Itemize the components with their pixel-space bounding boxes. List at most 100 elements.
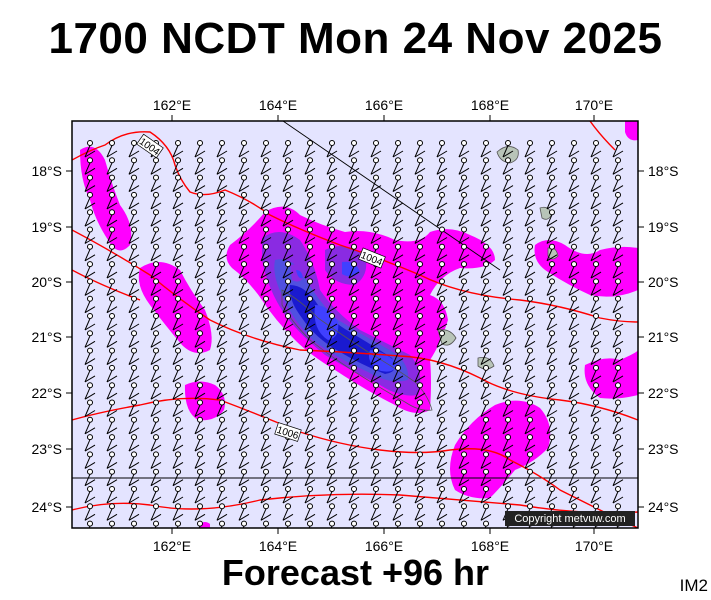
wind-barb-shaft bbox=[128, 422, 135, 434]
wind-barb-feather bbox=[172, 340, 184, 348]
wind-barb-shaft bbox=[590, 370, 597, 383]
wind-barb-shaft bbox=[260, 508, 267, 521]
wind-barb-feather bbox=[238, 410, 250, 417]
wind-barb-station bbox=[219, 330, 225, 337]
wind-barb-station bbox=[395, 226, 401, 233]
wind-barb-feather bbox=[392, 427, 404, 435]
wind-barb-shaft bbox=[326, 162, 333, 175]
wind-barb-shaft bbox=[370, 508, 377, 521]
wind-barb-station bbox=[505, 347, 511, 354]
wind-barb-feather bbox=[260, 323, 272, 331]
wind-barb-station bbox=[483, 382, 489, 389]
wind-barb-shaft bbox=[568, 439, 575, 452]
wind-barb-shaft bbox=[84, 197, 91, 210]
wind-barb-shaft bbox=[172, 439, 179, 452]
wind-barb-station bbox=[197, 191, 203, 198]
wind-barb-feather bbox=[304, 410, 316, 417]
wind-barb-shaft bbox=[480, 491, 487, 504]
wind-barb-station bbox=[153, 347, 159, 354]
wind-barb-feather bbox=[106, 513, 118, 521]
wind-barb-shaft bbox=[414, 422, 421, 434]
wind-barb-shaft bbox=[568, 370, 575, 383]
wind-barb-feather bbox=[349, 532, 359, 538]
wind-barb-station bbox=[197, 295, 203, 302]
wind-barb-station bbox=[87, 313, 93, 319]
wind-barb-shaft bbox=[216, 352, 223, 365]
wind-barb-feather bbox=[546, 375, 558, 383]
wind-barb-station bbox=[615, 313, 621, 319]
wind-barb-shaft bbox=[106, 387, 113, 400]
wind-barb-shaft bbox=[260, 387, 267, 400]
wind-barb-feather bbox=[392, 150, 404, 158]
wind-barb-shaft bbox=[458, 266, 465, 279]
wind-barb-feather bbox=[546, 271, 558, 279]
wind-barb-shaft bbox=[128, 214, 135, 227]
wind-barb-station bbox=[395, 243, 401, 250]
wind-barb-station bbox=[483, 434, 489, 441]
wind-barb-station bbox=[307, 468, 313, 475]
wind-barb-station bbox=[219, 243, 225, 250]
wind-barb-station bbox=[131, 434, 137, 441]
lon-label-bottom-166: 166°E bbox=[365, 538, 403, 554]
wind-barb-feather bbox=[392, 375, 404, 383]
wind-barb-station bbox=[329, 278, 335, 285]
wind-barb-station bbox=[571, 347, 577, 354]
wind-barb-shaft bbox=[128, 283, 135, 296]
wind-barb-shaft bbox=[326, 370, 333, 383]
wind-barb-station bbox=[351, 451, 357, 458]
wind-barb-station bbox=[219, 226, 225, 233]
wind-barb-feather bbox=[524, 427, 536, 435]
wind-barb-shaft bbox=[216, 439, 223, 452]
wind-barb-station bbox=[373, 364, 379, 371]
wind-barb-feather bbox=[194, 237, 206, 244]
wind-barb-feather bbox=[260, 427, 272, 435]
wind-barb-feather bbox=[326, 306, 338, 314]
wind-barb-feather bbox=[304, 150, 316, 158]
wind-barb-station bbox=[285, 503, 291, 510]
wind-barb-feather bbox=[480, 479, 492, 487]
wind-barb-feather bbox=[326, 479, 338, 487]
wind-barb-station bbox=[175, 191, 181, 198]
wind-barb-shaft bbox=[194, 508, 201, 521]
wind-barb-feather bbox=[458, 427, 470, 435]
wind-barb-feather bbox=[348, 410, 360, 417]
wind-barb-station bbox=[439, 174, 445, 181]
wind-barb-shaft bbox=[128, 145, 135, 158]
wind-barb-station bbox=[241, 364, 247, 371]
wind-barb-shaft bbox=[524, 387, 531, 400]
wind-barb-station bbox=[241, 330, 247, 337]
wind-barb-feather bbox=[392, 479, 404, 487]
wind-barb-shaft bbox=[348, 266, 355, 279]
wind-barb-station bbox=[241, 209, 247, 216]
wind-barb-shaft bbox=[590, 266, 597, 279]
wind-barb-shaft bbox=[392, 508, 399, 521]
wind-barb-station bbox=[417, 364, 423, 371]
wind-barb-station bbox=[505, 486, 511, 492]
wind-barb-shaft bbox=[480, 474, 487, 486]
wind-barb-shaft bbox=[238, 352, 245, 365]
wind-barb-shaft bbox=[260, 214, 267, 227]
wind-barb-shaft bbox=[392, 439, 399, 452]
wind-barb-station bbox=[549, 261, 555, 268]
wind-barb-feather bbox=[414, 444, 426, 452]
wind-barb-feather bbox=[195, 532, 205, 538]
wind-barb-shaft bbox=[216, 370, 223, 383]
wind-barb-station bbox=[505, 468, 511, 475]
wind-barb-shaft bbox=[568, 162, 575, 175]
wind-barb-feather bbox=[150, 461, 162, 469]
wind-barb-feather bbox=[392, 237, 404, 244]
wind-barb-feather bbox=[480, 288, 492, 296]
wind-barb-feather bbox=[524, 375, 536, 383]
wind-barb-feather bbox=[282, 185, 294, 193]
wind-barb-shaft bbox=[260, 491, 267, 504]
wind-barb-shaft bbox=[590, 404, 597, 417]
wind-barb-feather bbox=[172, 185, 184, 193]
wind-barb-station bbox=[395, 399, 401, 406]
wind-barb-shaft bbox=[216, 197, 223, 210]
wind-barb-station bbox=[109, 140, 115, 146]
wind-barb-station bbox=[285, 520, 291, 527]
wind-barb-shaft bbox=[436, 508, 443, 521]
wind-barb-station bbox=[109, 157, 115, 164]
wind-barb-feather bbox=[150, 392, 162, 400]
wind-barb-feather bbox=[150, 323, 162, 331]
